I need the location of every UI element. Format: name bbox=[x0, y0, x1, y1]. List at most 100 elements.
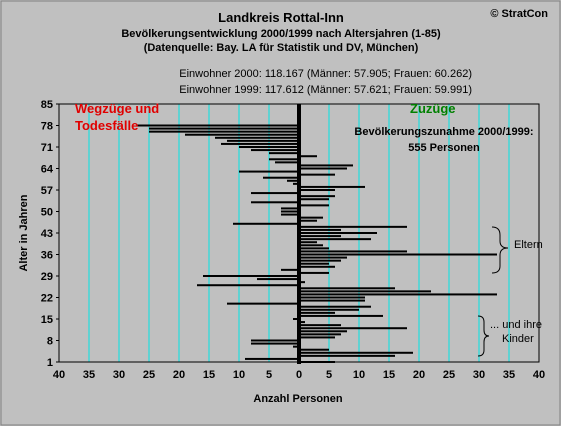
bar-age-8 bbox=[251, 339, 299, 342]
bar-age-44 bbox=[299, 228, 341, 231]
bar-age-62 bbox=[299, 173, 335, 176]
x-tick-label: 5 bbox=[266, 369, 272, 381]
bar-age-26 bbox=[197, 284, 299, 287]
kids-brace bbox=[477, 315, 490, 357]
x-tick-label: 40 bbox=[53, 369, 65, 381]
x-tick-label: 10 bbox=[353, 369, 365, 381]
bar-age-22 bbox=[299, 296, 365, 299]
bar-age-63 bbox=[239, 170, 299, 173]
x-tick-label: 25 bbox=[443, 369, 455, 381]
y-tick-label: 36 bbox=[41, 250, 53, 262]
bar-age-16 bbox=[299, 314, 383, 317]
bar-age-60 bbox=[287, 179, 299, 182]
y-tick-label: 57 bbox=[41, 185, 53, 197]
bar-age-46 bbox=[233, 222, 299, 225]
bar-age-25 bbox=[299, 287, 395, 290]
increase-line1: Bevölkerungszunahme 2000/1999: bbox=[354, 126, 533, 138]
bar-age-71 bbox=[239, 146, 299, 148]
population-1999-info: Einwohner 1999: 117.612 (Männer: 57.621;… bbox=[179, 84, 472, 96]
bar-age-61 bbox=[263, 176, 299, 179]
x-tick-label: 15 bbox=[203, 369, 215, 381]
y-tick-label: 22 bbox=[41, 293, 53, 305]
bar-age-77 bbox=[149, 127, 299, 130]
bar-age-36 bbox=[299, 253, 497, 256]
bar-age-9 bbox=[299, 336, 335, 339]
bar-age-37 bbox=[299, 250, 407, 253]
bar-age-49 bbox=[281, 213, 299, 216]
bar-age-12 bbox=[299, 327, 407, 330]
bar-age-43 bbox=[299, 232, 377, 234]
bar-age-17 bbox=[299, 311, 335, 314]
bar-age-51 bbox=[281, 207, 299, 210]
population-2000-info: Einwohner 2000: 118.167 (Männer: 57.905;… bbox=[179, 68, 472, 80]
bar-age-41 bbox=[299, 238, 371, 241]
bar-age-4 bbox=[299, 351, 413, 354]
copyright-label: © StratCon bbox=[490, 8, 548, 20]
chart-title: Landkreis Rottal-Inn bbox=[218, 10, 344, 25]
y-tick-label: 85 bbox=[41, 99, 53, 111]
kids-label-line1: ... und ihre bbox=[490, 319, 542, 331]
x-tick-label: 35 bbox=[83, 369, 95, 381]
bar-age-18 bbox=[299, 308, 359, 311]
bar-age-27 bbox=[299, 281, 305, 284]
bar-age-65 bbox=[299, 164, 353, 167]
bar-age-32 bbox=[299, 265, 335, 268]
bar-age-5 bbox=[299, 348, 329, 351]
bar-age-76 bbox=[149, 130, 299, 133]
bar-age-19 bbox=[299, 305, 371, 308]
bar-age-34 bbox=[299, 259, 341, 262]
bar-age-67 bbox=[269, 158, 299, 161]
bar-age-20 bbox=[227, 302, 299, 305]
left-label-line1: Wegzüge und bbox=[75, 101, 159, 116]
bar-age-40 bbox=[299, 241, 317, 244]
bar-age-53 bbox=[251, 201, 299, 204]
bar-age-7 bbox=[251, 342, 299, 345]
bar-age-28 bbox=[257, 278, 299, 281]
bar-age-2 bbox=[245, 357, 299, 360]
x-axis-label: Anzahl Personen bbox=[253, 393, 343, 405]
y-tick-label: 15 bbox=[41, 314, 53, 326]
x-tick-label: 35 bbox=[503, 369, 515, 381]
bar-age-21 bbox=[299, 299, 365, 302]
y-tick-label: 29 bbox=[41, 271, 53, 283]
bar-age-55 bbox=[299, 195, 335, 198]
bar-age-11 bbox=[299, 330, 347, 333]
x-tick-label: 0 bbox=[296, 369, 302, 381]
bar-age-54 bbox=[299, 198, 329, 201]
bar-age-58 bbox=[299, 185, 365, 188]
bar-age-66 bbox=[275, 161, 299, 164]
chart-subtitle: Bevölkerungsentwicklung 2000/1999 nach A… bbox=[121, 28, 441, 40]
y-tick-label: 78 bbox=[41, 121, 53, 133]
x-tick-labels: 40 35 30 25 20 15 10 5 0 5 10 15 20 25 30 35 40 bbox=[53, 369, 545, 381]
bar-age-30 bbox=[299, 271, 329, 274]
bar-age-56 bbox=[251, 192, 299, 195]
x-tick-label: 40 bbox=[533, 369, 545, 381]
x-tick-label: 30 bbox=[113, 369, 125, 381]
bar-age-31 bbox=[281, 268, 299, 271]
y-tick-label: 50 bbox=[41, 207, 53, 219]
bar-age-6 bbox=[293, 345, 299, 348]
bar-age-50 bbox=[281, 210, 299, 213]
bar-age-73 bbox=[227, 139, 299, 142]
bar-age-52 bbox=[299, 204, 329, 207]
x-tick-label: 30 bbox=[473, 369, 485, 381]
bar-age-69 bbox=[269, 152, 299, 155]
bar-age-75 bbox=[185, 133, 299, 136]
x-tick-label: 25 bbox=[143, 369, 155, 381]
x-tick-label: 20 bbox=[173, 369, 185, 381]
x-tick-label: 15 bbox=[383, 369, 395, 381]
x-tick-label: 10 bbox=[233, 369, 245, 381]
bar-age-78 bbox=[137, 124, 299, 127]
kids-label-line2: Kinder bbox=[502, 333, 534, 345]
bar-age-70 bbox=[251, 149, 299, 152]
bar-age-74 bbox=[215, 136, 299, 139]
bar-age-24 bbox=[299, 290, 431, 293]
bar-age-14 bbox=[299, 321, 305, 324]
bar-age-35 bbox=[299, 256, 347, 259]
bar-age-47 bbox=[299, 219, 317, 222]
bar-age-64 bbox=[299, 167, 347, 170]
y-tick-label: 64 bbox=[41, 164, 54, 176]
